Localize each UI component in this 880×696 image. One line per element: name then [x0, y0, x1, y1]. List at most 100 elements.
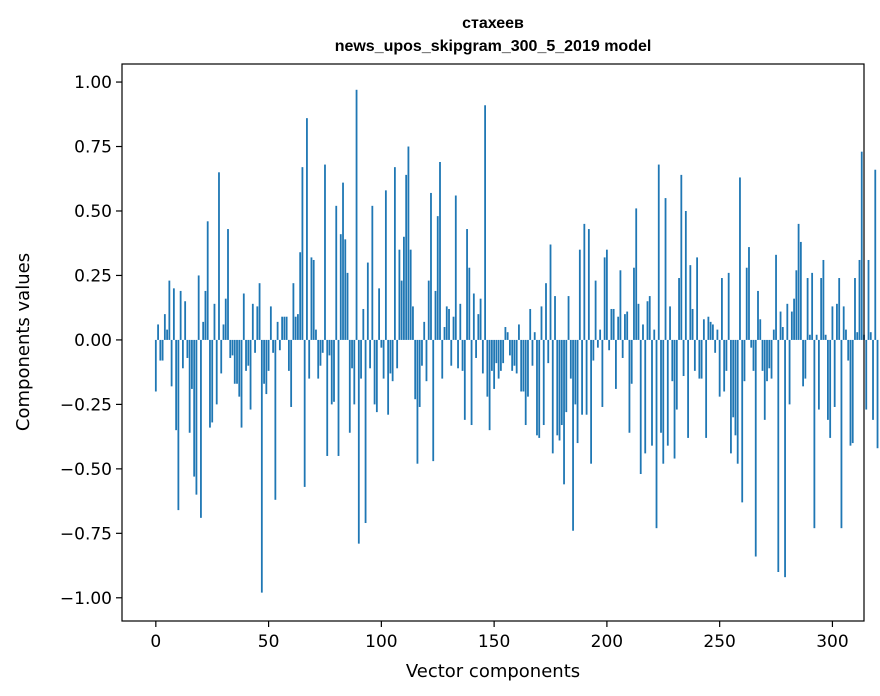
bar: [157, 324, 159, 340]
bar: [601, 339, 604, 407]
bar: [574, 339, 577, 405]
bar: [321, 339, 324, 353]
bar: [274, 339, 277, 500]
bar: [511, 339, 514, 371]
bar: [371, 205, 374, 340]
bar: [536, 339, 538, 436]
bar: [520, 339, 523, 392]
bar: [533, 332, 536, 340]
bar: [653, 329, 656, 340]
bar: [161, 339, 164, 361]
bar: [675, 339, 678, 410]
bar: [177, 339, 180, 511]
bar: [750, 339, 753, 348]
bar: [761, 339, 764, 371]
bar: [421, 339, 423, 366]
bar: [540, 306, 543, 340]
bar: [306, 118, 308, 340]
bar: [838, 278, 841, 340]
bar: [854, 278, 856, 340]
bar: [581, 339, 583, 415]
y-tick-label: −0.50: [60, 460, 112, 480]
bar: [170, 339, 173, 387]
bar: [556, 339, 559, 436]
bar: [644, 339, 647, 454]
bar: [845, 329, 847, 340]
bar: [734, 339, 737, 436]
bar: [711, 324, 714, 340]
bar: [567, 296, 570, 340]
bar: [856, 332, 859, 340]
plot-frame: [121, 63, 865, 622]
bar: [603, 257, 606, 340]
bar: [736, 339, 739, 464]
bar: [698, 339, 701, 379]
bar: [427, 280, 430, 340]
bar: [682, 339, 685, 377]
bar: [278, 339, 281, 351]
bar: [608, 339, 611, 351]
bar: [231, 339, 234, 356]
bar: [752, 339, 755, 371]
bar: [179, 290, 182, 340]
bar: [779, 311, 782, 340]
bar: [612, 308, 615, 340]
bar: [233, 339, 236, 384]
bar: [335, 205, 338, 340]
bar: [547, 339, 550, 364]
bar: [290, 339, 293, 407]
bar: [840, 339, 843, 529]
bar: [637, 303, 640, 340]
bar: [258, 283, 261, 340]
bar: [308, 339, 311, 379]
bar: [414, 339, 417, 400]
bar: [829, 339, 832, 438]
bar: [484, 105, 486, 340]
bar: [576, 339, 579, 444]
bar: [865, 339, 868, 410]
bar: [351, 339, 353, 369]
bar: [802, 339, 804, 387]
bar: [725, 339, 728, 371]
bar: [509, 339, 511, 356]
bar: [497, 339, 500, 379]
bar: [391, 339, 394, 382]
bar: [506, 332, 509, 340]
bar: [757, 290, 759, 340]
chart-subtitle: news_upos_skipgram_300_5_2019 model: [335, 38, 652, 55]
bar: [193, 339, 196, 477]
bar: [560, 339, 563, 426]
bar: [827, 339, 829, 420]
bar: [242, 293, 245, 340]
bar: [441, 339, 444, 379]
bar: [227, 229, 229, 340]
bar: [380, 339, 383, 348]
x-tick-label: 250: [703, 632, 735, 652]
bar: [218, 172, 220, 340]
bar: [768, 339, 771, 369]
bar: [393, 167, 396, 340]
bar: [759, 319, 762, 340]
bar: [213, 303, 216, 340]
bar: [545, 283, 547, 340]
bar: [727, 272, 730, 340]
bar: [696, 257, 698, 340]
bar: [671, 339, 674, 382]
bar: [175, 339, 178, 431]
bar: [342, 182, 344, 340]
bar: [795, 270, 798, 340]
bar: [333, 339, 335, 402]
bar: [287, 339, 290, 371]
bar: [790, 311, 793, 340]
bar: [689, 265, 692, 340]
bar: [276, 321, 279, 340]
bar: [687, 339, 689, 438]
bar: [324, 164, 326, 340]
bar: [551, 339, 554, 454]
bar: [709, 321, 712, 340]
bar: [748, 247, 750, 340]
bar: [797, 223, 800, 340]
bar: [529, 308, 532, 340]
bar: [461, 339, 464, 371]
bar: [572, 339, 574, 531]
